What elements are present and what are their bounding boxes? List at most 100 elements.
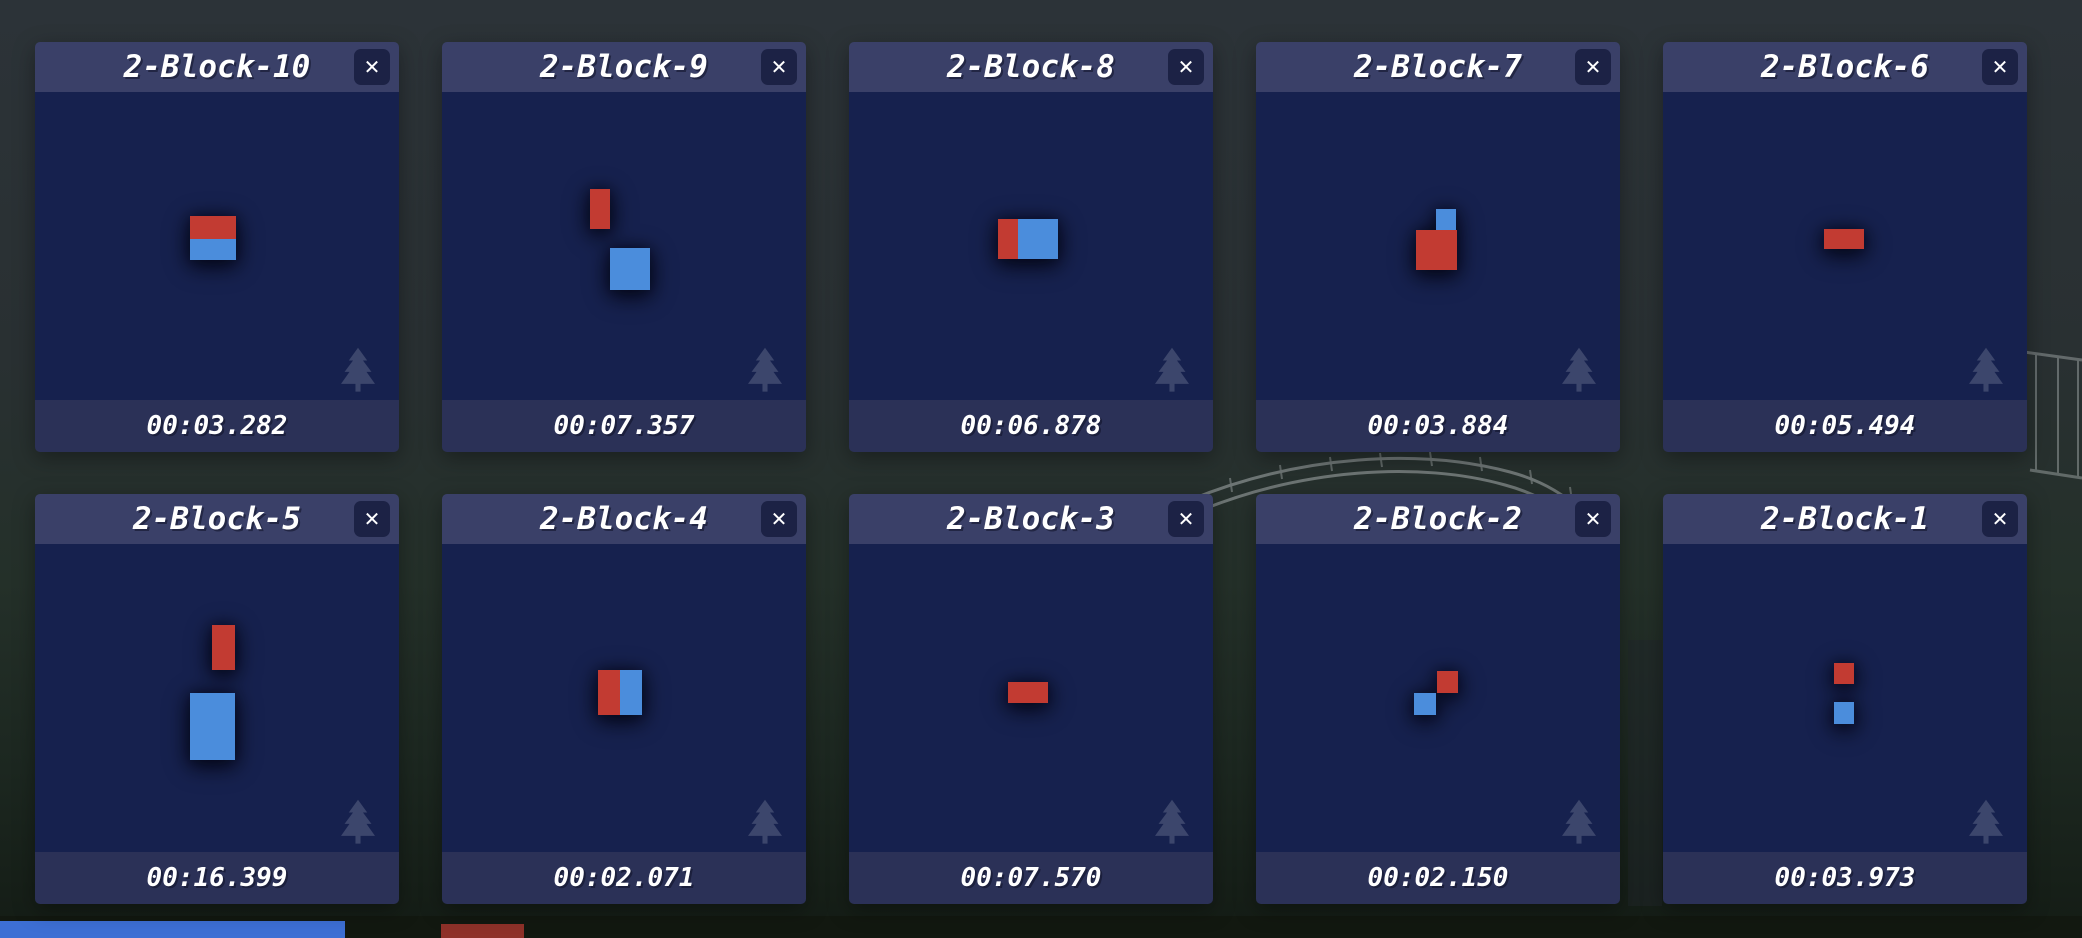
blue-block	[1018, 219, 1058, 259]
panel-titlebar: 2-Block-5 ✕	[35, 494, 399, 544]
red-block	[1008, 682, 1048, 703]
red-block	[1416, 230, 1457, 270]
blocks-layer	[442, 92, 806, 400]
panel-footer: 00:07.357	[442, 400, 806, 452]
panel-title: 2-Block-4	[540, 501, 708, 537]
close-button[interactable]: ✕	[761, 49, 797, 85]
close-icon: ✕	[1584, 507, 1602, 531]
close-icon: ✕	[1177, 507, 1195, 531]
tree-icon	[1969, 799, 2003, 844]
scene-red-object	[441, 924, 524, 938]
blocks-layer	[849, 92, 1213, 400]
game-viewport[interactable]	[849, 92, 1213, 400]
game-panel-2-block-6: 2-Block-6 ✕ 00:05.494	[1663, 42, 2027, 452]
red-block	[212, 625, 235, 670]
panel-footer: 00:03.884	[1256, 400, 1620, 452]
close-button[interactable]: ✕	[354, 49, 390, 85]
panel-footer: 00:02.150	[1256, 852, 1620, 904]
panel-row-2: 2-Block-5 ✕ 00:16.399 2-Block-4 ✕	[35, 494, 2027, 904]
scene-blue-object	[0, 921, 345, 938]
timer-text: 00:02.071	[553, 863, 695, 893]
panel-titlebar: 2-Block-8 ✕	[849, 42, 1213, 92]
blue-block	[1436, 209, 1456, 230]
panel-title: 2-Block-5	[133, 501, 301, 537]
panel-titlebar: 2-Block-7 ✕	[1256, 42, 1620, 92]
close-icon: ✕	[1584, 55, 1602, 79]
timer-text: 00:07.357	[553, 411, 695, 441]
blocks-layer	[1256, 92, 1620, 400]
game-viewport[interactable]	[1256, 544, 1620, 852]
tree-icon	[1562, 347, 1596, 392]
panel-title: 2-Block-9	[540, 49, 708, 85]
panel-title: 2-Block-2	[1354, 501, 1522, 537]
game-viewport[interactable]	[849, 544, 1213, 852]
close-icon: ✕	[770, 507, 788, 531]
blocks-layer	[35, 92, 399, 400]
panel-titlebar: 2-Block-6 ✕	[1663, 42, 2027, 92]
panel-footer: 00:16.399	[35, 852, 399, 904]
game-panel-2-block-7: 2-Block-7 ✕ 00:03.884	[1256, 42, 1620, 452]
panel-footer: 00:07.570	[849, 852, 1213, 904]
panel-title: 2-Block-7	[1354, 49, 1522, 85]
panel-footer: 00:06.878	[849, 400, 1213, 452]
blocks-layer	[1256, 544, 1620, 852]
scene-structure	[1628, 640, 1662, 906]
close-button[interactable]: ✕	[1168, 49, 1204, 85]
timer-text: 00:16.399	[146, 863, 288, 893]
close-button[interactable]: ✕	[1982, 49, 2018, 85]
panel-title: 2-Block-1	[1761, 501, 1929, 537]
panel-titlebar: 2-Block-9 ✕	[442, 42, 806, 92]
close-button[interactable]: ✕	[1982, 501, 2018, 537]
panel-title: 2-Block-3	[947, 501, 1115, 537]
panel-title: 2-Block-8	[947, 49, 1115, 85]
game-panel-2-block-3: 2-Block-3 ✕ 00:07.570	[849, 494, 1213, 904]
blue-block	[620, 670, 642, 715]
red-block	[1834, 663, 1854, 684]
close-button[interactable]: ✕	[1575, 49, 1611, 85]
game-viewport[interactable]	[442, 92, 806, 400]
tree-icon	[1969, 347, 2003, 392]
close-button[interactable]: ✕	[761, 501, 797, 537]
close-button[interactable]: ✕	[354, 501, 390, 537]
close-button[interactable]: ✕	[1168, 501, 1204, 537]
panel-footer: 00:03.973	[1663, 852, 2027, 904]
tree-icon	[1155, 799, 1189, 844]
blocks-layer	[1663, 544, 2027, 852]
tree-icon	[341, 799, 375, 844]
tree-icon	[748, 799, 782, 844]
red-block	[1824, 229, 1864, 249]
game-viewport[interactable]	[442, 544, 806, 852]
panel-title: 2-Block-6	[1761, 49, 1929, 85]
timer-text: 00:03.973	[1774, 863, 1916, 893]
game-viewport[interactable]	[1663, 544, 2027, 852]
game-panel-2-block-1: 2-Block-1 ✕ 00:03.973	[1663, 494, 2027, 904]
close-button[interactable]: ✕	[1575, 501, 1611, 537]
blocks-layer	[849, 544, 1213, 852]
blue-block	[1834, 702, 1854, 724]
blocks-layer	[1663, 92, 2027, 400]
game-panel-2-block-2: 2-Block-2 ✕ 00:02.150	[1256, 494, 1620, 904]
timer-text: 00:05.494	[1774, 411, 1916, 441]
blue-block	[190, 693, 235, 760]
panel-titlebar: 2-Block-1 ✕	[1663, 494, 2027, 544]
panel-titlebar: 2-Block-2 ✕	[1256, 494, 1620, 544]
panel-title: 2-Block-10	[123, 49, 311, 85]
game-viewport[interactable]	[35, 92, 399, 400]
tree-icon	[748, 347, 782, 392]
game-viewport[interactable]	[35, 544, 399, 852]
game-viewport[interactable]	[1663, 92, 2027, 400]
game-panel-2-block-9: 2-Block-9 ✕ 00:07.357	[442, 42, 806, 452]
panel-titlebar: 2-Block-10 ✕	[35, 42, 399, 92]
close-icon: ✕	[1991, 55, 2009, 79]
close-icon: ✕	[1177, 55, 1195, 79]
panel-titlebar: 2-Block-3 ✕	[849, 494, 1213, 544]
red-block	[598, 670, 620, 715]
game-viewport[interactable]	[1256, 92, 1620, 400]
coaster-track-right	[2023, 350, 2082, 480]
blue-block	[190, 239, 236, 260]
panel-titlebar: 2-Block-4 ✕	[442, 494, 806, 544]
red-block	[1437, 671, 1458, 693]
timer-text: 00:06.878	[960, 411, 1102, 441]
